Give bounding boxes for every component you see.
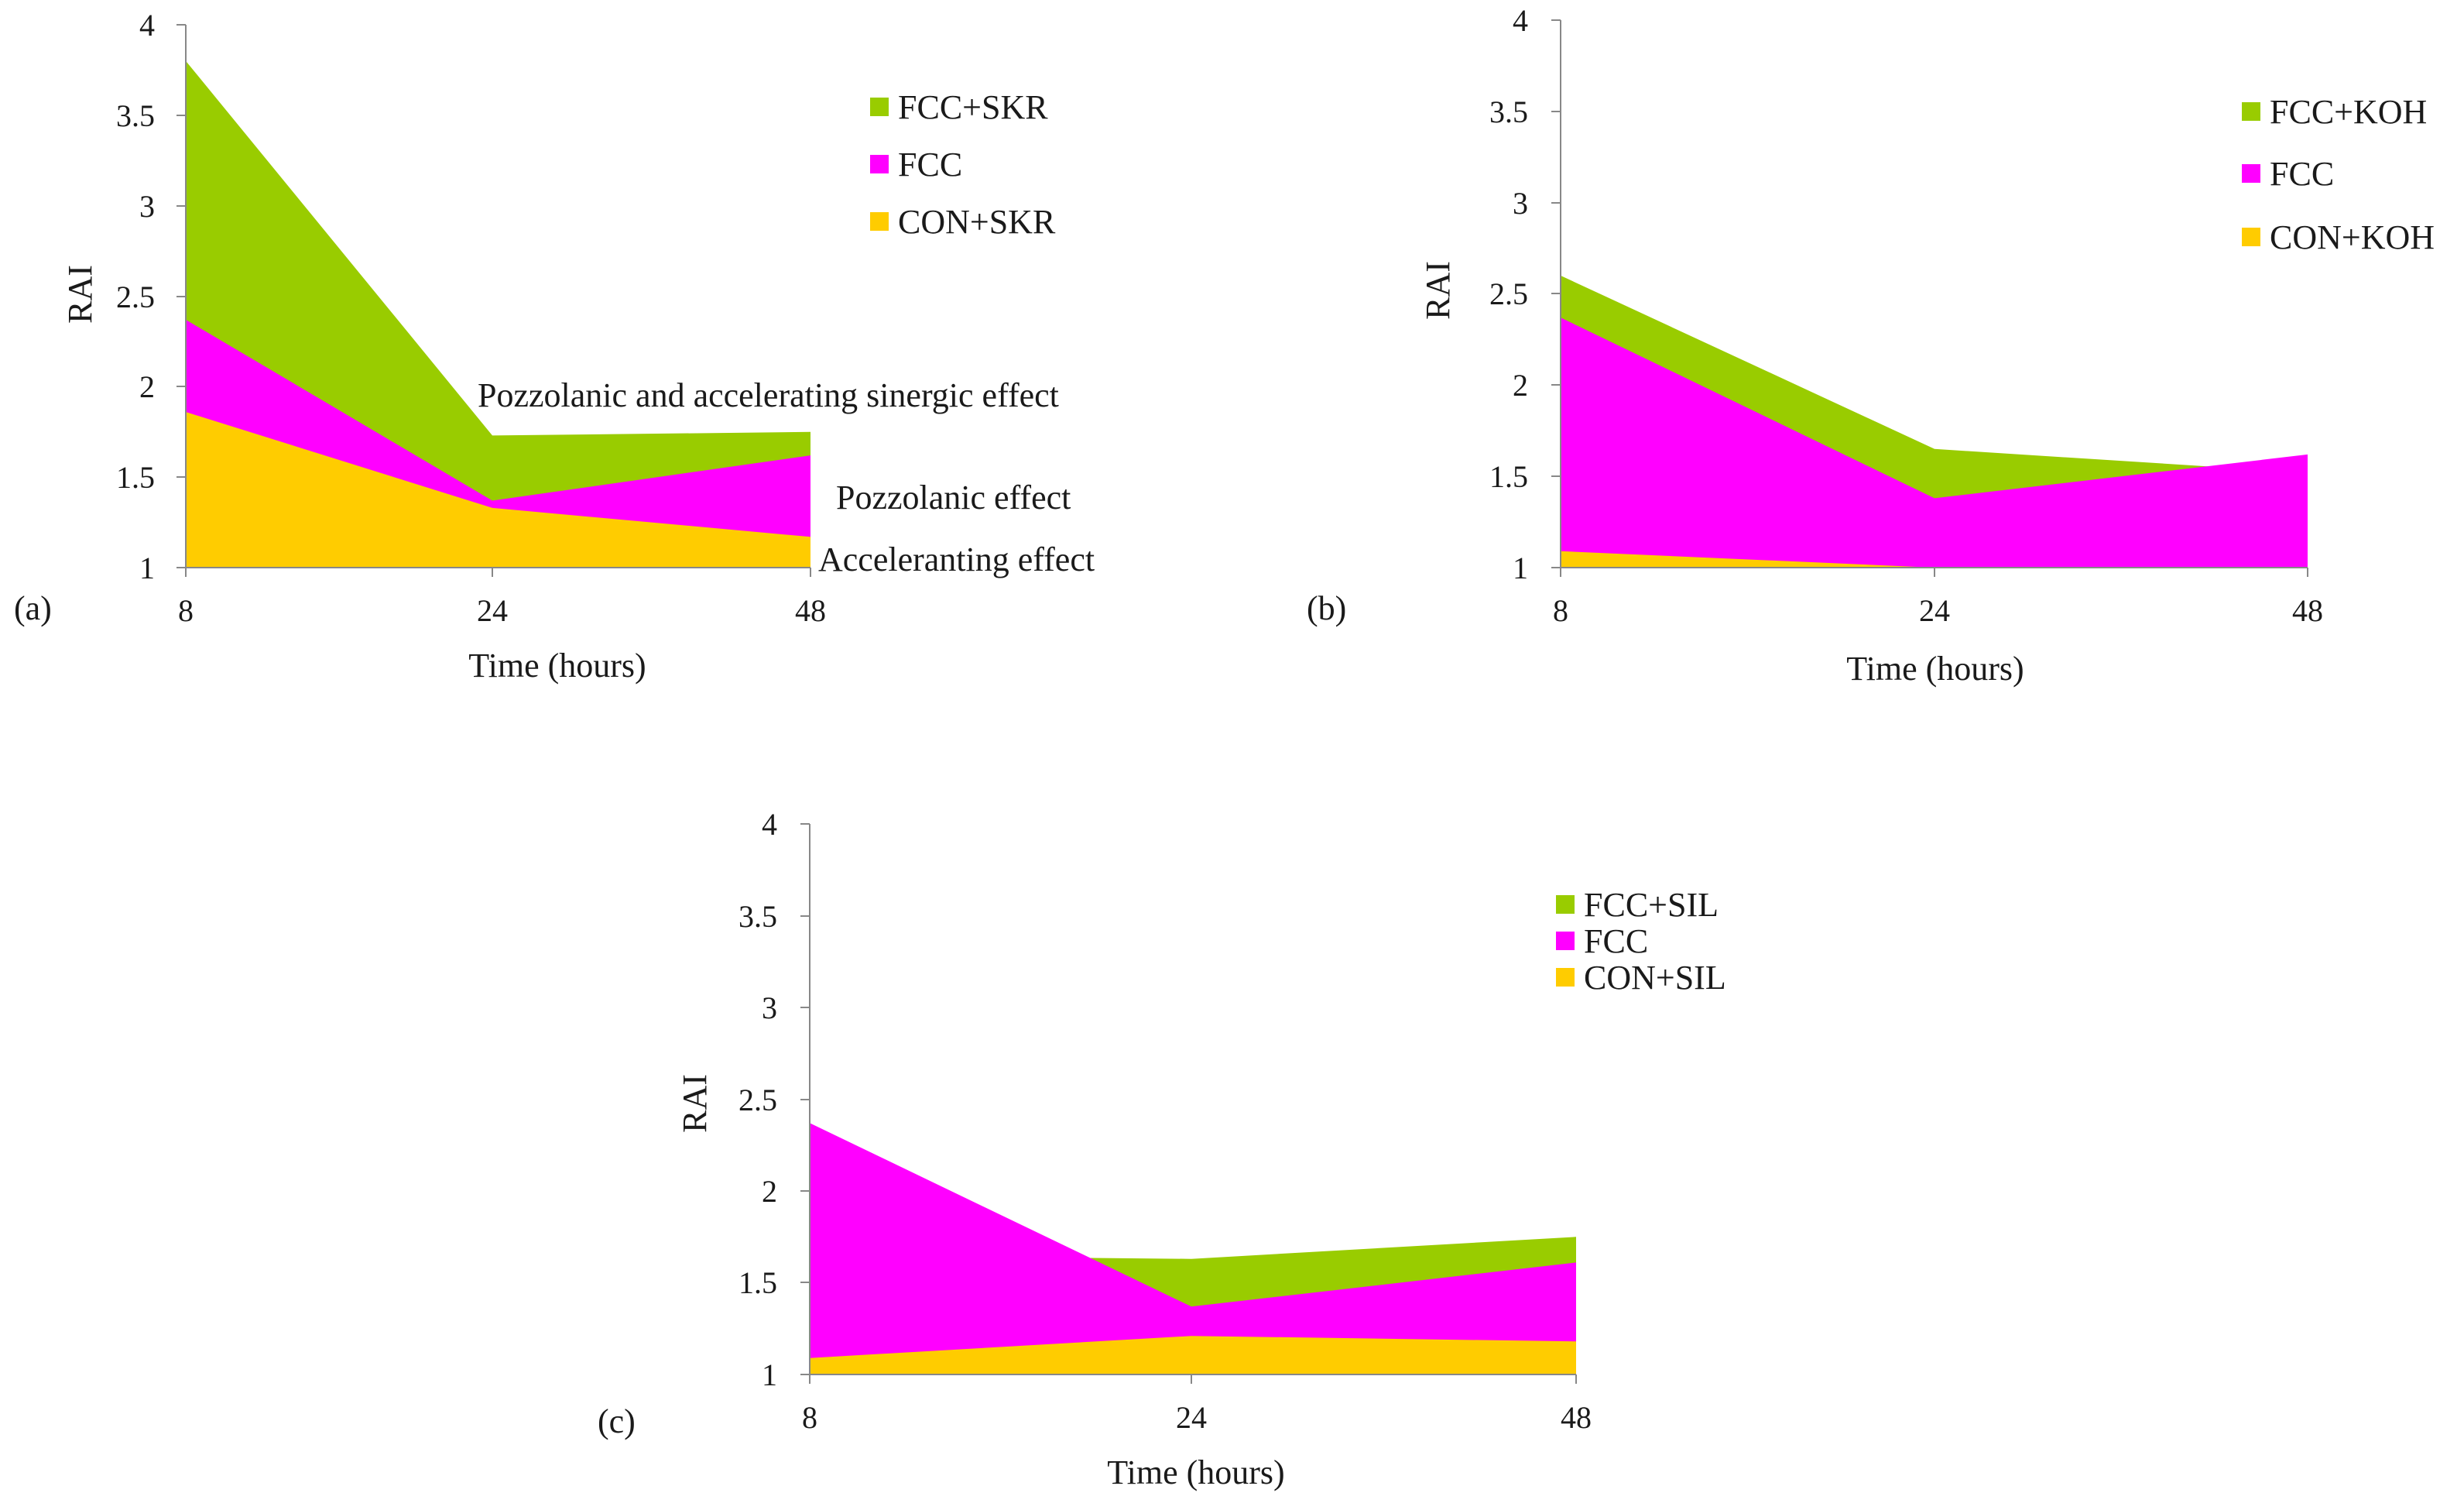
legend-swatch	[1556, 895, 1575, 914]
legend-label: CON+SKR	[898, 203, 1056, 241]
legend-label: FCC+SIL	[1584, 886, 1719, 924]
legend-label: FCC+SKR	[898, 88, 1048, 126]
legend-swatch	[870, 155, 889, 173]
area-fcc-b	[1561, 317, 2308, 568]
panel-label-c: (c)	[598, 1402, 636, 1440]
y-tick-label: 3.5	[116, 98, 155, 133]
legend-a: FCC+SKR FCC CON+SKR	[870, 88, 1056, 241]
x-ticks-c: 8 24 48	[802, 1374, 1592, 1435]
area-fcc-c	[810, 1123, 1576, 1374]
y-tick-label: 2.5	[1489, 276, 1528, 311]
annotation-pozzolanic: Pozzolanic effect	[836, 479, 1071, 516]
legend-b: FCC+KOH FCC CON+KOH	[2242, 93, 2435, 256]
legend-swatch	[870, 98, 889, 116]
annotation-synergic: Pozzolanic and accelerating sinergic eff…	[478, 376, 1059, 414]
x-tick-label: 24	[477, 593, 508, 628]
x-tick-label: 8	[1553, 593, 1568, 628]
x-axis-title-a: Time (hours)	[468, 647, 646, 685]
panel-label-a: (a)	[14, 589, 52, 627]
y-tick-label: 3	[1513, 186, 1528, 221]
y-ticks-b: 1 1.5 2 2.5 3 3.5 4	[1489, 3, 1561, 585]
legend-label: FCC	[1584, 922, 1648, 960]
chart-panel-c: 1 1.5 2 2.5 3 3.5 4 8 24 48 Time (hours)…	[598, 807, 1726, 1491]
y-ticks-a: 1 1.5 2 2.5 3 3.5 4	[116, 8, 186, 585]
y-axis-title-c: RAI	[676, 1074, 714, 1133]
x-ticks-b: 8 24 48	[1553, 568, 2323, 628]
y-tick-label: 2	[762, 1174, 777, 1209]
y-tick-label: 2	[1513, 368, 1528, 403]
chart-panel-a: 1 1.5 2 2.5 3 3.5 4 8 24 48 Time (hours)…	[14, 8, 1095, 685]
y-tick-label: 4	[139, 8, 155, 43]
x-axis-title-b: Time (hours)	[1846, 650, 2024, 688]
x-tick-label: 48	[795, 593, 826, 628]
y-tick-label: 2	[139, 369, 155, 404]
y-axis-title-b: RAI	[1419, 261, 1457, 320]
y-tick-label: 3	[762, 990, 777, 1025]
legend-label: FCC+KOH	[2270, 93, 2427, 131]
area-con-sil-c	[810, 1336, 1576, 1374]
x-axis-title-c: Time (hours)	[1107, 1453, 1284, 1491]
x-tick-label: 48	[1561, 1400, 1592, 1435]
y-tick-label: 1	[762, 1357, 777, 1392]
legend-label: CON+KOH	[2270, 218, 2435, 256]
legend-label: FCC	[898, 146, 962, 184]
area-con-skr-a	[186, 412, 810, 568]
y-tick-label: 3	[139, 189, 155, 224]
x-tick-label: 24	[1176, 1400, 1207, 1435]
y-axis-title-a: RAI	[61, 265, 99, 324]
chart-panel-b: 1 1.5 2 2.5 3 3.5 4 8 24 48 Time (hours)…	[1307, 3, 2435, 688]
legend-swatch	[2242, 164, 2260, 183]
legend-c: FCC+SIL FCC CON+SIL	[1556, 886, 1726, 997]
y-tick-label: 1	[139, 551, 155, 585]
legend-swatch	[870, 212, 889, 231]
areas-a	[186, 60, 810, 568]
y-tick-label: 2.5	[116, 280, 155, 314]
y-tick-label: 3.5	[1489, 94, 1528, 129]
y-tick-label: 2.5	[739, 1083, 777, 1117]
y-tick-label: 1	[1513, 551, 1528, 585]
legend-swatch	[2242, 228, 2260, 246]
y-tick-label: 1.5	[739, 1265, 777, 1300]
x-tick-label: 48	[2292, 593, 2323, 628]
legend-label: CON+SIL	[1584, 959, 1726, 997]
x-ticks-a: 8 24 48	[178, 568, 826, 628]
x-tick-label: 24	[1919, 593, 1950, 628]
y-tick-label: 3.5	[739, 899, 777, 934]
panel-label-b: (b)	[1307, 589, 1346, 627]
y-ticks-c: 1 1.5 2 2.5 3 3.5 4	[739, 807, 810, 1392]
x-tick-label: 8	[802, 1400, 817, 1435]
area-con-koh-b	[1561, 551, 2308, 568]
areas-b	[1561, 275, 2308, 568]
legend-swatch	[1556, 968, 1575, 987]
y-tick-label: 1.5	[116, 460, 155, 495]
legend-label: FCC	[2270, 155, 2334, 193]
areas-c	[810, 1123, 1576, 1374]
x-tick-label: 8	[178, 593, 194, 628]
y-tick-label: 4	[1513, 3, 1528, 38]
legend-swatch	[1556, 932, 1575, 950]
legend-swatch	[2242, 102, 2260, 121]
y-tick-label: 4	[762, 807, 777, 842]
y-tick-label: 1.5	[1489, 459, 1528, 494]
annotation-accelerating: Acceleranting effect	[818, 541, 1095, 578]
